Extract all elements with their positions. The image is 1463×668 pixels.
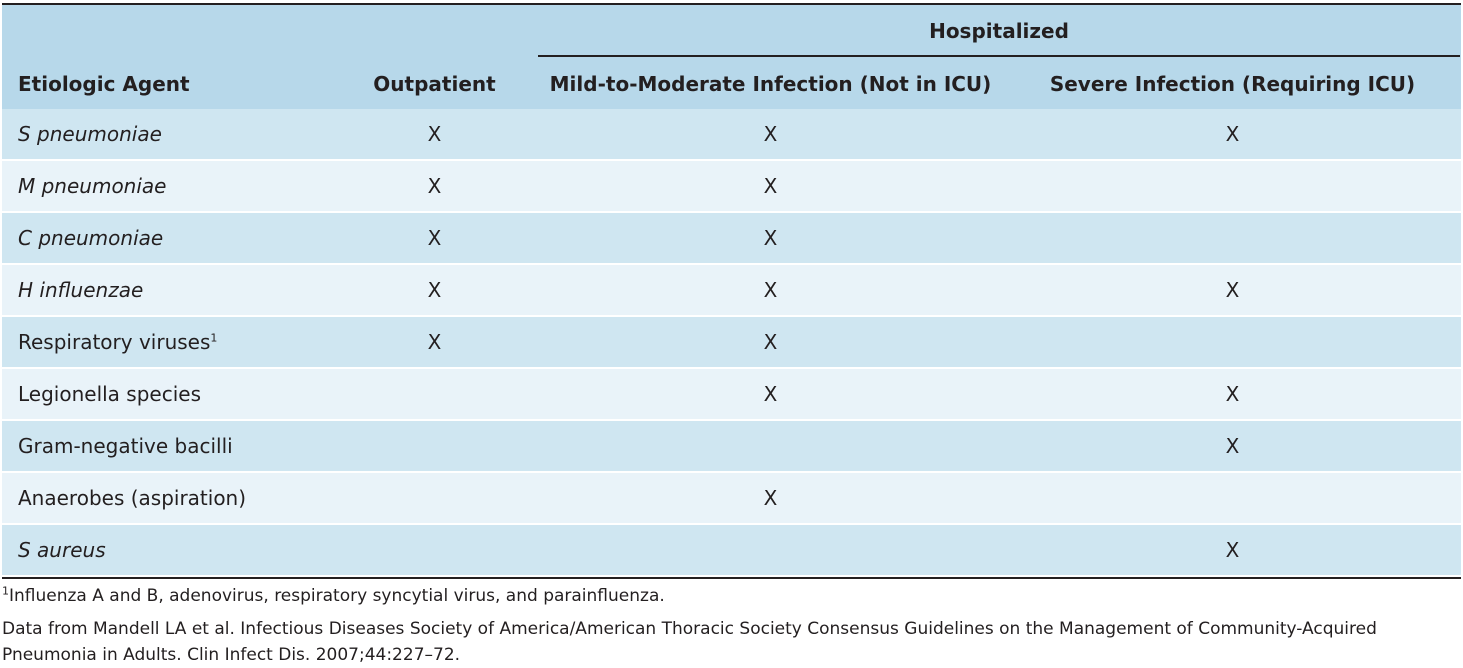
cell-mild: X xyxy=(537,160,1004,213)
table-row: Gram-negative bacilli X xyxy=(2,420,1461,473)
cell-outpatient: X xyxy=(332,212,537,265)
cell-outpatient: X xyxy=(332,264,537,317)
cell-etiologic-agent: S pneumoniae xyxy=(2,109,332,161)
cell-outpatient: X xyxy=(332,109,537,161)
cell-mild xyxy=(537,420,1004,473)
cell-mild: X xyxy=(537,316,1004,369)
agent-name: S pneumoniae xyxy=(18,122,162,146)
cell-severe: X xyxy=(1004,109,1461,161)
cell-outpatient xyxy=(332,420,537,473)
cell-mild: X xyxy=(537,368,1004,421)
cell-outpatient: X xyxy=(332,160,537,213)
cell-etiologic-agent: Gram-negative bacilli xyxy=(2,420,332,473)
footnote-ref: 1 xyxy=(210,331,218,345)
table-row: M pneumoniae X X xyxy=(2,160,1461,213)
table-row: Anaerobes (aspiration) X xyxy=(2,472,1461,525)
cell-severe xyxy=(1004,160,1461,213)
cell-mild: X xyxy=(537,212,1004,265)
agent-name: C pneumoniae xyxy=(18,226,164,250)
cell-outpatient xyxy=(332,524,537,577)
agent-name: Respiratory viruses xyxy=(18,330,211,354)
table-row: Respiratory viruses1 X X xyxy=(2,316,1461,369)
agent-name: Legionella species xyxy=(18,382,201,406)
cell-mild xyxy=(537,524,1004,577)
footnote-text: Influenza A and B, adenovirus, respirato… xyxy=(9,586,665,606)
cell-mild: X xyxy=(537,109,1004,161)
cell-severe xyxy=(1004,316,1461,369)
cell-mild: X xyxy=(537,264,1004,317)
table-row: C pneumoniae X X xyxy=(2,212,1461,265)
cell-mild: X xyxy=(537,472,1004,525)
header-severe: Severe Infection (Requiring ICU) xyxy=(1004,58,1461,109)
header-outpatient: Outpatient xyxy=(332,58,537,109)
table-body: S pneumoniae X X X M pneumoniae X X C pneumonia… xyxy=(2,109,1461,577)
header-etiologic-agent: Etiologic Agent xyxy=(2,58,332,109)
agent-name: S aureus xyxy=(18,538,106,562)
hospitalized-label: Hospitalized xyxy=(929,19,1069,43)
cell-severe xyxy=(1004,472,1461,525)
header-mild-to-moderate: Mild-to-Moderate Infection (Not in ICU) xyxy=(537,58,1004,109)
etiologic-agents-table: Hospitalized Etiologic Agent Outpatient … xyxy=(2,3,1461,579)
header-spacer-agent xyxy=(2,5,332,58)
cell-etiologic-agent: H influenzae xyxy=(2,264,332,317)
cell-severe: X xyxy=(1004,264,1461,317)
table-row: S pneumoniae X X X xyxy=(2,109,1461,161)
table-row: S aureus X xyxy=(2,524,1461,577)
agent-name: Gram-negative bacilli xyxy=(18,434,233,458)
cell-severe: X xyxy=(1004,368,1461,421)
cell-etiologic-agent: Legionella species xyxy=(2,368,332,421)
table-bottom-rule xyxy=(2,577,1461,579)
cell-etiologic-agent: Anaerobes (aspiration) xyxy=(2,472,332,525)
hospitalized-underline xyxy=(538,55,1460,57)
cell-outpatient xyxy=(332,472,537,525)
header-spacer-outpatient xyxy=(332,5,537,58)
cell-outpatient: X xyxy=(332,316,537,369)
footnote: 1Influenza A and B, adenovirus, respirat… xyxy=(2,583,665,609)
table-row: Legionella species X X xyxy=(2,368,1461,421)
agent-name: H influenzae xyxy=(18,278,144,302)
hospitalized-group-header: Hospitalized xyxy=(537,5,1461,58)
cell-outpatient xyxy=(332,368,537,421)
table-row: H influenzae X X X xyxy=(2,264,1461,317)
agent-name: Anaerobes (aspiration) xyxy=(18,486,247,510)
source-citation: Data from Mandell LA et al. Infectious D… xyxy=(2,619,1377,665)
cell-etiologic-agent: Respiratory viruses1 xyxy=(2,316,332,369)
cell-etiologic-agent: S aureus xyxy=(2,524,332,577)
cell-etiologic-agent: M pneumoniae xyxy=(2,160,332,213)
cell-severe: X xyxy=(1004,524,1461,577)
agent-name: M pneumoniae xyxy=(18,174,167,198)
cell-etiologic-agent: C pneumoniae xyxy=(2,212,332,265)
cell-severe xyxy=(1004,212,1461,265)
cell-severe: X xyxy=(1004,420,1461,473)
footnote-marker: 1 xyxy=(2,584,9,598)
table: Hospitalized Etiologic Agent Outpatient … xyxy=(2,5,1461,577)
table-top-rule xyxy=(2,3,1461,5)
